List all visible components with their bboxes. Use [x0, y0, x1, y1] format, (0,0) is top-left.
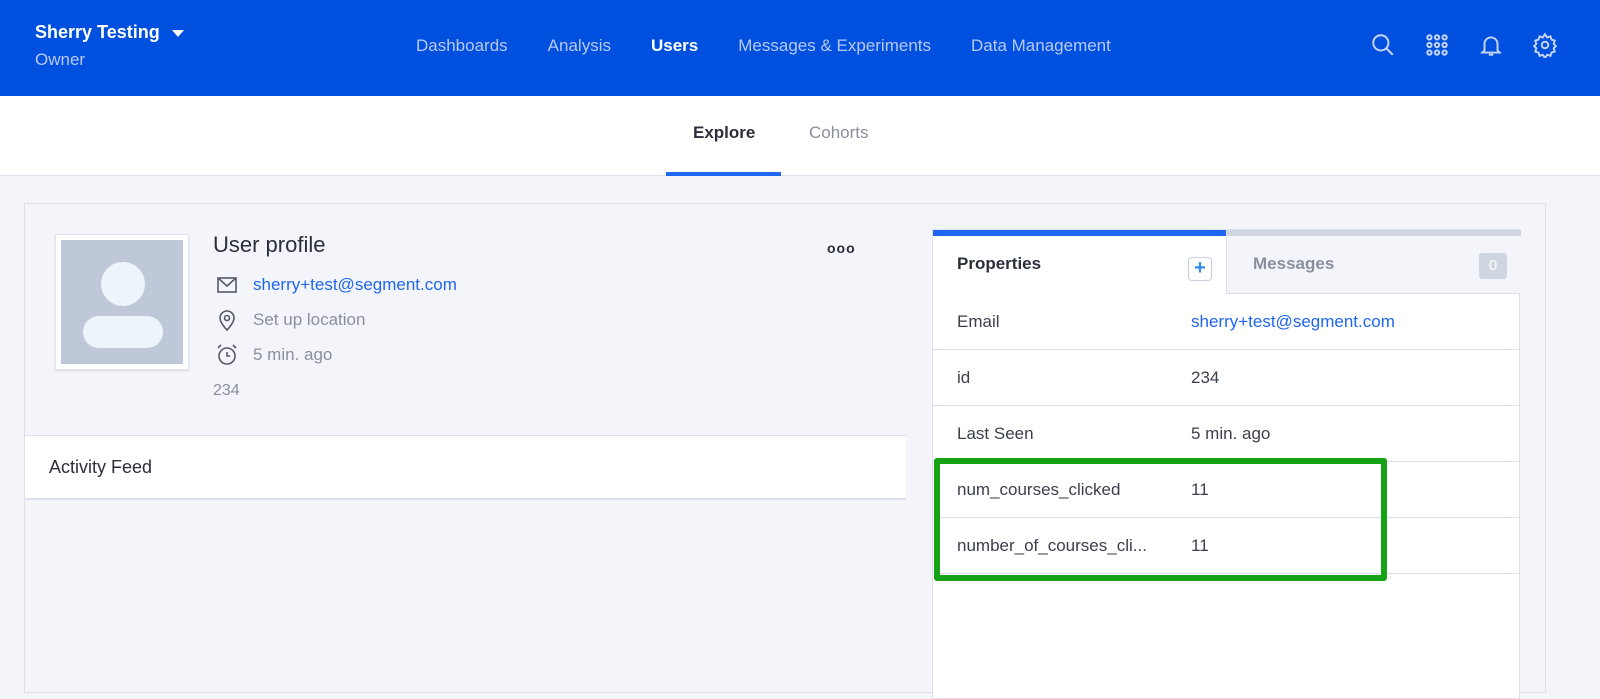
nav-dashboards[interactable]: Dashboards	[416, 36, 508, 55]
sub-nav: Explore Cohorts	[0, 96, 1600, 176]
alarm-clock-icon	[217, 344, 237, 365]
last-seen: 5 min. ago	[253, 345, 333, 364]
property-key: num_courses_clicked	[957, 480, 1121, 499]
project-name: Sherry Testing	[35, 22, 160, 42]
messages-count-badge: 0	[1479, 253, 1507, 279]
property-key: Email	[957, 312, 1000, 331]
property-row: Last Seen 5 min. ago	[933, 406, 1519, 462]
nav-analysis[interactable]: Analysis	[547, 36, 611, 55]
user-role: Owner	[35, 50, 86, 69]
location-line: Set up location	[215, 308, 365, 332]
user-id: 234	[213, 382, 240, 399]
highlight-box	[934, 458, 1387, 581]
nav-users[interactable]: Users	[650, 36, 699, 55]
property-row: Email sherry+test@segment.com	[933, 294, 1519, 350]
top-header: Sherry Testing Owner Dashboards Analysis…	[0, 0, 1600, 96]
tab-messages[interactable]: Messages 0	[1226, 230, 1521, 294]
add-property-button[interactable]: +	[1188, 257, 1212, 281]
property-key: number_of_courses_cli...	[957, 536, 1147, 555]
nav-messages-experiments[interactable]: Messages & Experiments	[738, 36, 931, 55]
property-value: 11	[1191, 480, 1209, 499]
avatar	[55, 234, 189, 370]
tab-cohorts[interactable]: Cohorts	[809, 123, 869, 142]
set-up-location-link[interactable]: Set up location	[253, 310, 366, 329]
more-options-button[interactable]: ooo	[827, 240, 856, 256]
property-value: 11	[1191, 536, 1209, 555]
property-value: 5 min. ago	[1191, 424, 1271, 443]
nav-data-management[interactable]: Data Management	[971, 36, 1111, 55]
location-pin-icon	[219, 310, 235, 332]
page-title: User profile	[213, 232, 326, 257]
property-row: id 234	[933, 350, 1519, 406]
email-link[interactable]: sherry+test@segment.com	[253, 275, 457, 294]
property-value: 234	[1191, 368, 1220, 387]
active-tab-indicator	[666, 172, 781, 176]
property-value[interactable]: sherry+test@segment.com	[1191, 312, 1395, 331]
property-key: id	[957, 368, 971, 387]
property-key: Last Seen	[957, 424, 1034, 443]
tab-explore[interactable]: Explore	[693, 123, 756, 142]
apps-grid-icon[interactable]	[1424, 32, 1450, 58]
property-row: num_courses_clicked 11	[933, 462, 1519, 518]
property-row: number_of_courses_cli... 11	[933, 518, 1519, 574]
gear-icon[interactable]	[1532, 32, 1558, 58]
email-line: sherry+test@segment.com	[215, 273, 457, 297]
tab-label: Messages	[1253, 254, 1335, 273]
user-profile-panel: User profile ooo sherry+test@segment.com…	[24, 203, 907, 693]
project-switcher[interactable]: Sherry Testing	[35, 22, 184, 43]
details-panel: Properties + Messages 0 Email sherry+test…	[906, 203, 1546, 699]
activity-feed-header: Activity Feed	[25, 435, 906, 500]
main-nav: Dashboards Analysis Users Messages & Exp…	[416, 36, 1111, 56]
caret-down-icon	[171, 29, 184, 37]
search-icon[interactable]	[1370, 32, 1396, 58]
bell-icon[interactable]	[1478, 32, 1504, 58]
tab-label: Properties	[957, 254, 1042, 273]
tab-properties[interactable]: Properties +	[933, 230, 1226, 294]
properties-card: Properties + Messages 0 Email sherry+test…	[932, 229, 1521, 699]
last-seen-line: 5 min. ago	[215, 343, 332, 367]
mail-icon	[217, 277, 237, 293]
